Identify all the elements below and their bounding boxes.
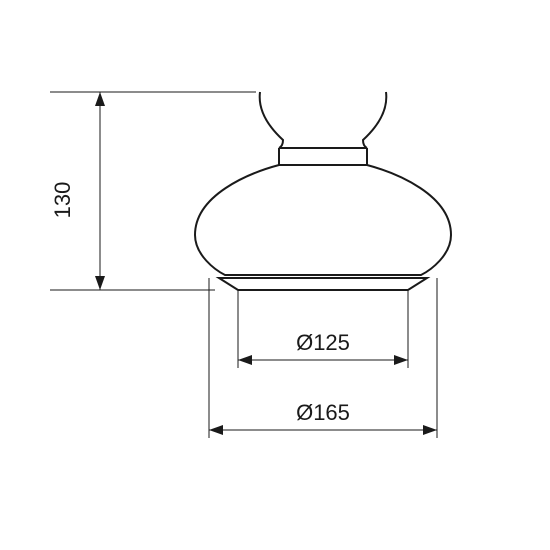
lamp-base	[219, 278, 427, 290]
arrow-head	[209, 425, 223, 435]
lamp-body	[195, 165, 451, 275]
arrow-head	[423, 425, 437, 435]
dim-label-height: 130	[50, 182, 75, 219]
technical-drawing: 130 Ø125 Ø165	[0, 0, 550, 550]
arrow-head	[95, 276, 105, 290]
dim-label-d125: Ø125	[296, 330, 350, 355]
dim-label-d165: Ø165	[296, 400, 350, 425]
arrow-head	[95, 92, 105, 106]
arrow-head	[238, 355, 252, 365]
lamp-neck	[260, 92, 387, 148]
arrow-head	[394, 355, 408, 365]
